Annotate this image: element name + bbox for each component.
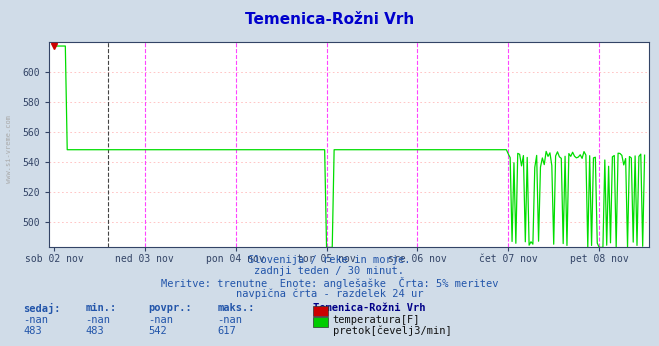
Text: Temenica-Rožni Vrh: Temenica-Rožni Vrh [245, 11, 414, 27]
Text: -nan: -nan [148, 315, 173, 325]
Text: 617: 617 [217, 326, 236, 336]
Text: temperatura[F]: temperatura[F] [333, 315, 420, 325]
Text: min.:: min.: [86, 303, 117, 313]
Text: -nan: -nan [86, 315, 111, 325]
Text: Temenica-Rožni Vrh: Temenica-Rožni Vrh [313, 303, 426, 313]
Text: povpr.:: povpr.: [148, 303, 192, 313]
Text: 542: 542 [148, 326, 167, 336]
Text: sedaj:: sedaj: [23, 303, 61, 314]
Text: Meritve: trenutne  Enote: anglešaške  Črta: 5% meritev: Meritve: trenutne Enote: anglešaške Črta… [161, 277, 498, 290]
Text: zadnji teden / 30 minut.: zadnji teden / 30 minut. [254, 266, 405, 276]
Text: maks.:: maks.: [217, 303, 255, 313]
Text: navpična črta - razdelek 24 ur: navpična črta - razdelek 24 ur [236, 289, 423, 299]
Text: 483: 483 [23, 326, 42, 336]
Text: 483: 483 [86, 326, 104, 336]
Text: www.si-vreme.com: www.si-vreme.com [5, 115, 12, 183]
Text: Slovenija / reke in morje.: Slovenija / reke in morje. [248, 255, 411, 265]
Text: pretok[čevelj3/min]: pretok[čevelj3/min] [333, 326, 451, 336]
Text: -nan: -nan [23, 315, 48, 325]
Text: -nan: -nan [217, 315, 243, 325]
